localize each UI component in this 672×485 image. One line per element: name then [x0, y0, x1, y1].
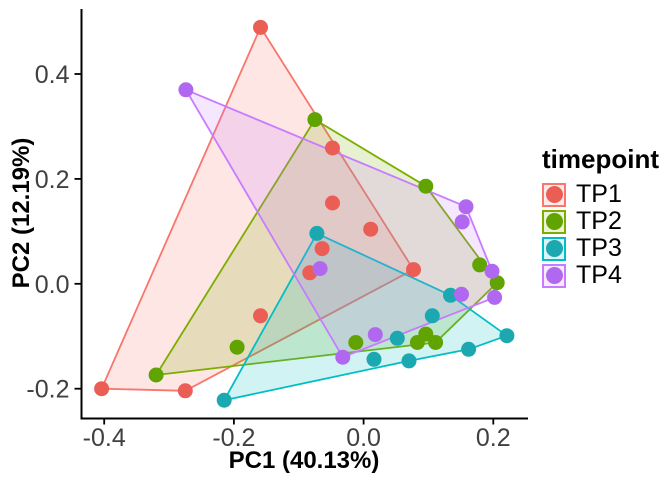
y-axis-title: PC2 (12.19%)	[8, 138, 35, 289]
point-tp4	[484, 263, 500, 279]
legend-item-tp2: TP2	[542, 208, 659, 235]
y-tick-label: 0.0	[35, 271, 70, 299]
legend-label-tp2: TP2	[576, 207, 622, 235]
legend-point-icon	[545, 240, 563, 257]
legend-point-icon	[545, 186, 563, 203]
legend-label-tp1: TP1	[576, 180, 622, 208]
point-tp3	[424, 308, 440, 324]
y-tick-label: 0.4	[35, 61, 70, 89]
point-tp3	[216, 392, 232, 408]
legend-label-tp4: TP4	[576, 261, 622, 289]
point-tp1	[325, 140, 340, 156]
point-tp1	[94, 381, 110, 397]
point-tp1	[325, 195, 340, 211]
legend-key-swatch-tp1	[542, 182, 566, 207]
legend-point-icon	[545, 213, 563, 230]
legend-item-tp1: TP1	[542, 181, 659, 208]
point-tp2	[409, 335, 425, 350]
legend-label-tp3: TP3	[576, 234, 622, 262]
legend-item-tp3: TP3	[542, 235, 659, 262]
point-tp4	[454, 214, 470, 230]
legend-key-swatch-tp2	[542, 209, 566, 234]
point-tp1	[253, 308, 268, 324]
point-tp4	[312, 261, 328, 277]
point-tp2	[348, 335, 364, 350]
point-tp2	[229, 339, 245, 355]
legend-title: timepoint	[542, 144, 659, 174]
y-axis-ticks	[74, 73, 81, 390]
x-axis-tick-labels: -0.4 -0.2 0.0 0.2	[83, 424, 511, 452]
point-tp2	[148, 367, 164, 383]
x-tick-label: -0.4	[83, 424, 126, 452]
point-tp3	[389, 330, 405, 346]
legend-items: TP1 TP2 TP3 TP4	[542, 181, 659, 289]
point-tp3	[366, 351, 382, 367]
point-tp3	[499, 328, 515, 344]
y-tick-label: 0.2	[35, 166, 70, 194]
x-tick-label: 0.0	[346, 424, 381, 452]
point-tp2	[489, 275, 505, 291]
point-tp1	[406, 262, 421, 278]
legend-key-swatch-tp4	[542, 263, 566, 288]
point-tp4	[487, 289, 503, 305]
point-tp2	[418, 178, 434, 194]
hull-polygons-layer	[100, 26, 508, 402]
point-tp3	[461, 341, 477, 357]
x-tick-label: -0.2	[212, 424, 255, 452]
point-tp4	[367, 327, 383, 343]
point-tp1	[177, 383, 193, 399]
axis-lines	[80, 9, 528, 420]
y-tick-label: -0.2	[26, 376, 69, 404]
point-tp4	[178, 82, 194, 98]
y-axis-tick-labels: -0.2 0.0 0.2 0.4	[26, 61, 69, 404]
point-tp3	[401, 353, 417, 369]
point-tp4	[458, 199, 474, 215]
data-points-layer	[94, 19, 515, 408]
point-tp2	[472, 257, 488, 273]
legend: timepoint TP1 TP2 TP3 TP4	[542, 146, 659, 289]
point-tp1	[253, 19, 268, 35]
point-tp2	[428, 335, 444, 350]
point-tp4	[335, 349, 351, 365]
point-tp3	[443, 287, 458, 303]
x-tick-label: 0.2	[476, 424, 511, 452]
legend-item-tp4: TP4	[542, 262, 659, 289]
point-tp2	[307, 112, 323, 128]
legend-point-icon	[545, 267, 563, 284]
point-tp1	[314, 241, 330, 257]
point-tp3	[309, 225, 325, 241]
point-tp4	[454, 286, 469, 302]
legend-key-swatch-tp3	[542, 236, 566, 261]
point-tp1	[363, 221, 379, 237]
x-axis-ticks	[103, 418, 495, 425]
x-axis-title: PC1 (40.13%)	[229, 447, 380, 474]
